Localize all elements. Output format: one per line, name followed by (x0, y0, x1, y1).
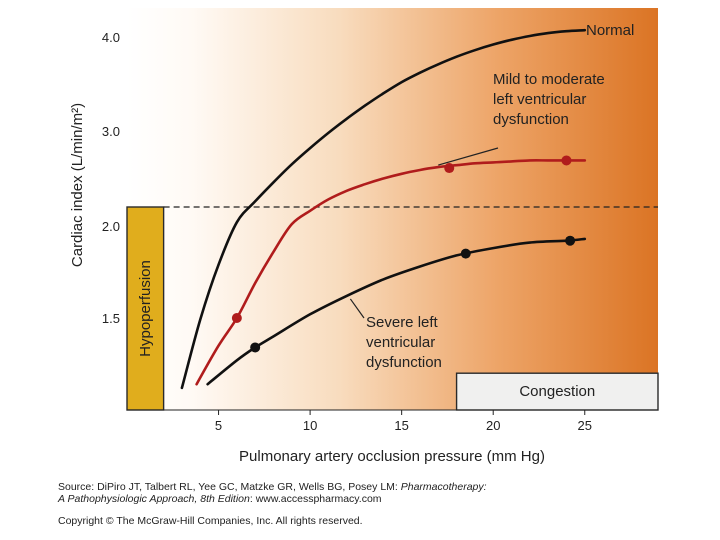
x-tick-label: 10 (303, 418, 317, 433)
y-axis-title: Cardiac index (L/min/m²) (69, 103, 86, 267)
severe-lv-dysfunction-marker (460, 248, 471, 259)
x-axis-title: Pulmonary artery occlusion pressure (mm … (239, 448, 545, 465)
normal-label: Normal (586, 22, 634, 39)
y-tick-label: 3.0 (102, 124, 120, 139)
source-book-subtitle: A Pathophysiologic Approach, 8th Edition (58, 493, 250, 505)
normal-curve (180, 28, 587, 390)
source-line-1: Source: DiPiro JT, Talbert RL, Yee GC, M… (58, 481, 698, 493)
source-url: : www.accesspharmacy.com (249, 493, 382, 505)
congestion-label: Congestion (519, 383, 595, 400)
x-tick-label: 20 (486, 418, 500, 433)
mild-label-leader (438, 147, 499, 166)
severe-label-line: dysfunction (366, 354, 442, 371)
severe-lv-dysfunction-marker (565, 235, 576, 246)
y-tick-label: 1.5 (102, 311, 120, 326)
cardiac-index-chart: Hypoperfusion Congestion Normal Mild to mo… (69, 8, 659, 465)
severe-lv-dysfunction-marker (250, 342, 261, 353)
source-prefix: Source: DiPiro JT, Talbert RL, Yee GC, M… (58, 481, 401, 493)
hypoperfusion-label: Hypoperfusion (137, 260, 154, 357)
severe-label-leader (349, 298, 365, 319)
plot-background (127, 8, 658, 410)
x-tick-label: 5 (215, 418, 222, 433)
copyright-line: Copyright © The McGraw-Hill Companies, I… (58, 515, 363, 527)
source-line-2: A Pathophysiologic Approach, 8th Edition… (58, 493, 698, 505)
x-tick-label: 25 (578, 418, 592, 433)
congestion-region (455, 372, 659, 411)
x-tick-label: 15 (394, 418, 408, 433)
mild-label-line: left ventricular (493, 91, 586, 108)
mild-label-line: Mild to moderate (493, 71, 605, 88)
mild-lv-dysfunction-marker (231, 313, 242, 323)
mild-lv-dysfunction-curve (195, 159, 587, 386)
severe-label-line: ventricular (366, 334, 435, 351)
y-tick-label: 4.0 (102, 30, 120, 45)
mild-label-line: dysfunction (493, 111, 569, 128)
hypoperfusion-region (126, 206, 165, 411)
source-book-title: Pharmacotherapy: (400, 481, 487, 493)
source-footer: Source: DiPiro JT, Talbert RL, Yee GC, M… (58, 481, 698, 527)
y-tick-label: 2.0 (102, 219, 120, 234)
mild-lv-dysfunction-marker (561, 155, 572, 166)
mild-lv-dysfunction-marker (444, 163, 455, 174)
severe-label-line: Severe left (366, 314, 439, 331)
